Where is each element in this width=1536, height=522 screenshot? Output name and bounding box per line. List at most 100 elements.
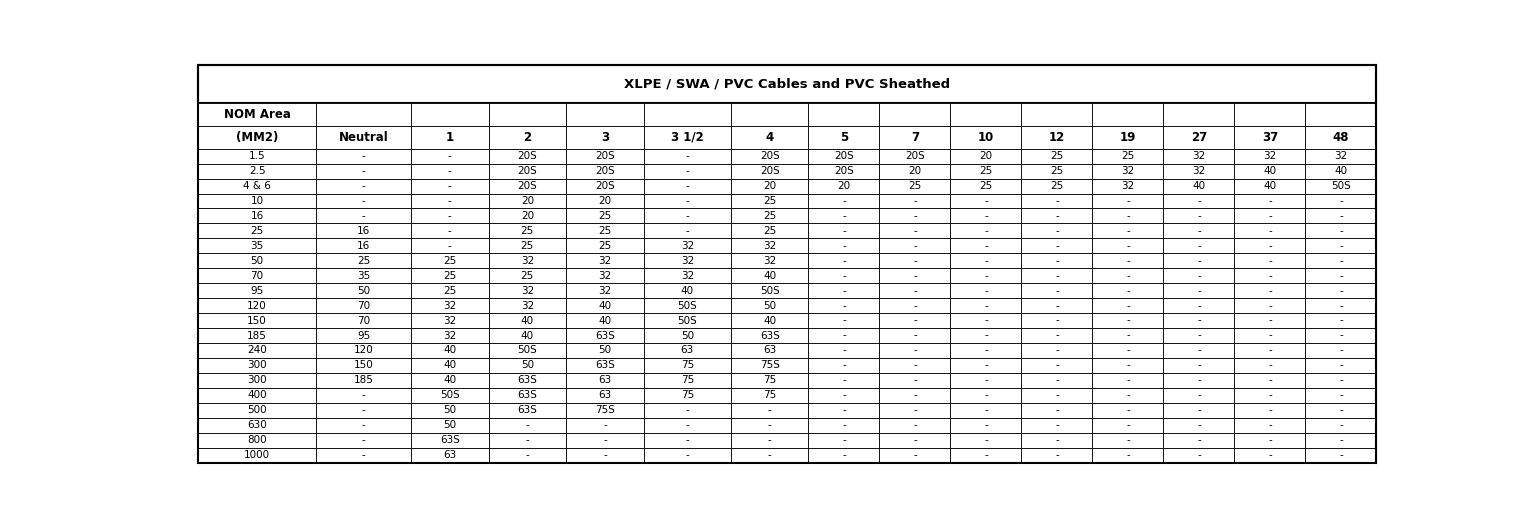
Text: -: - xyxy=(1126,375,1130,385)
Text: -: - xyxy=(604,420,607,430)
Text: 25: 25 xyxy=(599,211,611,221)
Text: -: - xyxy=(912,330,917,340)
Bar xyxy=(412,149,488,163)
Bar xyxy=(1021,403,1092,418)
Bar xyxy=(1021,149,1092,163)
Bar xyxy=(1163,239,1235,253)
Text: -: - xyxy=(449,226,452,236)
Bar xyxy=(198,358,316,373)
Bar xyxy=(1163,126,1235,149)
Text: -: - xyxy=(685,435,690,445)
Bar xyxy=(1306,328,1376,343)
Text: -: - xyxy=(1197,301,1201,311)
Bar xyxy=(1235,126,1306,149)
Text: -: - xyxy=(1197,375,1201,385)
Text: 40: 40 xyxy=(444,360,456,371)
Bar xyxy=(198,179,316,194)
Bar xyxy=(808,328,880,343)
Text: 20S: 20S xyxy=(518,151,538,161)
Bar xyxy=(1306,126,1376,149)
Text: -: - xyxy=(1197,420,1201,430)
Bar xyxy=(488,239,567,253)
Bar xyxy=(412,373,488,388)
Bar xyxy=(567,388,644,403)
Bar xyxy=(808,313,880,328)
Bar xyxy=(316,313,412,328)
Bar xyxy=(951,328,1021,343)
Text: -: - xyxy=(362,166,366,176)
Bar xyxy=(1306,403,1376,418)
Bar xyxy=(644,179,731,194)
Bar xyxy=(316,388,412,403)
Text: -: - xyxy=(685,211,690,221)
Text: -: - xyxy=(362,390,366,400)
Text: -: - xyxy=(912,360,917,371)
Text: 32: 32 xyxy=(442,330,456,340)
Text: 4: 4 xyxy=(765,130,774,144)
Text: 20: 20 xyxy=(908,166,922,176)
Bar xyxy=(731,283,808,298)
Text: 75S: 75S xyxy=(594,405,614,416)
Bar xyxy=(951,239,1021,253)
Bar xyxy=(808,403,880,418)
Bar xyxy=(808,343,880,358)
Bar xyxy=(1163,328,1235,343)
Text: 32: 32 xyxy=(1121,181,1135,191)
Bar xyxy=(316,418,412,433)
Bar xyxy=(1306,208,1376,223)
Text: -: - xyxy=(842,330,846,340)
Bar xyxy=(1092,163,1163,179)
Bar xyxy=(731,358,808,373)
Bar xyxy=(731,388,808,403)
Bar xyxy=(1021,373,1092,388)
Bar xyxy=(1306,448,1376,462)
Text: 20: 20 xyxy=(599,196,611,206)
Text: -: - xyxy=(912,256,917,266)
Text: -: - xyxy=(525,435,530,445)
Bar xyxy=(567,194,644,208)
Text: 32: 32 xyxy=(1192,166,1206,176)
Bar xyxy=(1306,373,1376,388)
Bar xyxy=(488,194,567,208)
Text: -: - xyxy=(842,286,846,295)
Text: 16: 16 xyxy=(250,211,264,221)
Bar xyxy=(567,313,644,328)
Text: -: - xyxy=(1339,346,1342,355)
Text: 32: 32 xyxy=(599,286,611,295)
Bar xyxy=(1092,388,1163,403)
Bar xyxy=(567,103,644,126)
Text: -: - xyxy=(1126,420,1130,430)
Bar xyxy=(1163,358,1235,373)
Bar xyxy=(316,268,412,283)
Text: 25: 25 xyxy=(763,211,776,221)
Text: 40: 40 xyxy=(521,330,535,340)
Bar xyxy=(1092,418,1163,433)
Text: -: - xyxy=(912,211,917,221)
Bar xyxy=(1163,163,1235,179)
Bar xyxy=(951,433,1021,448)
Text: -: - xyxy=(985,316,988,326)
Bar xyxy=(198,208,316,223)
Text: -: - xyxy=(685,405,690,416)
Bar xyxy=(1092,149,1163,163)
Text: -: - xyxy=(362,450,366,460)
Bar xyxy=(1235,268,1306,283)
Text: 50S: 50S xyxy=(677,301,697,311)
Bar xyxy=(731,208,808,223)
Text: -: - xyxy=(362,181,366,191)
Text: 185: 185 xyxy=(247,330,267,340)
Bar xyxy=(1306,239,1376,253)
Text: -: - xyxy=(1055,420,1058,430)
Text: 10: 10 xyxy=(250,196,264,206)
Bar xyxy=(731,343,808,358)
Bar xyxy=(808,418,880,433)
Bar xyxy=(1092,283,1163,298)
Bar xyxy=(316,163,412,179)
Text: 40: 40 xyxy=(763,271,776,281)
Text: -: - xyxy=(1055,390,1058,400)
Text: -: - xyxy=(985,390,988,400)
Text: -: - xyxy=(449,241,452,251)
Bar xyxy=(880,328,951,343)
Bar xyxy=(880,268,951,283)
Bar xyxy=(198,149,316,163)
